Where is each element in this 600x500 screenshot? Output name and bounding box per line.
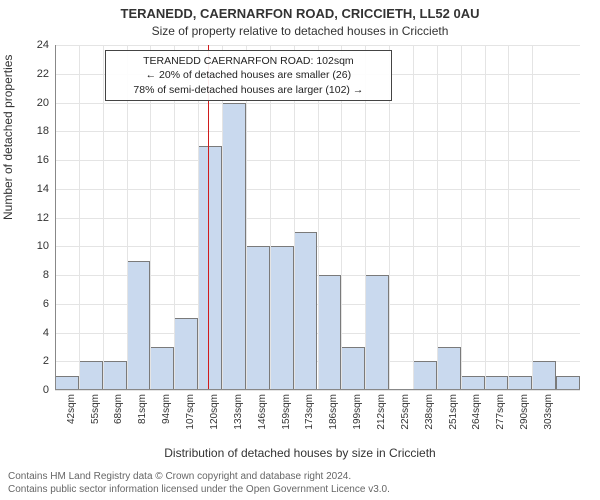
x-tick-label: 238sqm [424,394,435,430]
gridline-v [103,45,104,390]
x-tick-label: 225sqm [400,394,411,430]
histogram-bar [270,246,294,390]
histogram-chart: TERANEDD, CAERNARFON ROAD, CRICCIETH, LL… [0,0,600,500]
y-tick-label: 8 [43,269,49,281]
histogram-bar [294,232,318,390]
x-tick-label: 42sqm [66,394,77,424]
histogram-bar [413,361,437,390]
gridline-v [508,45,509,390]
plot-area: 02468101214161820222442sqm55sqm68sqm81sq… [55,45,580,390]
x-tick-label: 159sqm [281,394,292,430]
y-tick-label: 16 [37,154,49,166]
x-tick-label: 146sqm [257,394,268,430]
x-tick-label: 264sqm [471,394,482,430]
histogram-bar [556,376,580,390]
x-tick-label: 81sqm [137,394,148,424]
y-tick-label: 6 [43,298,49,310]
histogram-bar [437,347,461,390]
histogram-bar [174,318,198,390]
y-tick-label: 20 [37,97,49,109]
histogram-bar [318,275,342,390]
annotation-box: TERANEDD CAERNARFON ROAD: 102sqm← 20% of… [105,50,392,101]
histogram-bar [222,103,246,391]
histogram-bar [127,261,151,390]
y-tick-label: 24 [37,39,49,51]
y-tick-label: 12 [37,212,49,224]
footer-line-2: Contains public sector information licen… [8,483,390,496]
y-tick-label: 2 [43,355,49,367]
chart-title-main: TERANEDD, CAERNARFON ROAD, CRICCIETH, LL… [0,6,600,21]
annotation-line: TERANEDD CAERNARFON ROAD: 102sqm [112,54,385,68]
histogram-bar [198,146,222,390]
histogram-bar [103,361,127,390]
y-axis-label: Number of detached properties [1,55,15,220]
x-tick-label: 186sqm [328,394,339,430]
x-tick-label: 120sqm [209,394,220,430]
footer-attribution: Contains HM Land Registry data © Crown c… [8,470,390,496]
x-tick-label: 277sqm [495,394,506,430]
y-tick-label: 18 [37,125,49,137]
chart-title-sub: Size of property relative to detached ho… [0,24,600,38]
y-axis-line [55,45,56,390]
gridline-v [461,45,462,390]
x-tick-label: 199sqm [352,394,363,430]
annotation-line: 78% of semi-detached houses are larger (… [112,83,385,97]
x-axis-label: Distribution of detached houses by size … [0,446,600,460]
gridline-v [413,45,414,390]
y-tick-label: 10 [37,240,49,252]
histogram-bar [55,376,79,390]
histogram-bar [461,376,485,390]
x-tick-label: 251sqm [448,394,459,430]
x-tick-label: 212sqm [376,394,387,430]
histogram-bar [79,361,103,390]
x-tick-label: 107sqm [185,394,196,430]
x-axis-line [55,389,580,390]
x-tick-label: 55sqm [90,394,101,424]
gridline-v [437,45,438,390]
x-tick-label: 133sqm [233,394,244,430]
histogram-bar [508,376,532,390]
y-tick-label: 22 [37,68,49,80]
x-tick-label: 68sqm [113,394,124,424]
histogram-bar [341,347,365,390]
gridline-v [485,45,486,390]
y-tick-label: 0 [43,384,49,396]
histogram-bar [532,361,556,390]
x-tick-label: 94sqm [161,394,172,424]
gridline-v [532,45,533,390]
histogram-bar [246,246,270,390]
y-tick-label: 4 [43,327,49,339]
histogram-bar [365,275,389,390]
x-tick-label: 290sqm [519,394,530,430]
histogram-bar [485,376,509,390]
x-tick-label: 303sqm [543,394,554,430]
y-tick-label: 14 [37,183,49,195]
x-tick-label: 173sqm [304,394,315,430]
gridline-v [79,45,80,390]
annotation-line: ← 20% of detached houses are smaller (26… [112,68,385,82]
footer-line-1: Contains HM Land Registry data © Crown c… [8,470,390,483]
gridline-h [55,390,580,391]
histogram-bar [150,347,174,390]
